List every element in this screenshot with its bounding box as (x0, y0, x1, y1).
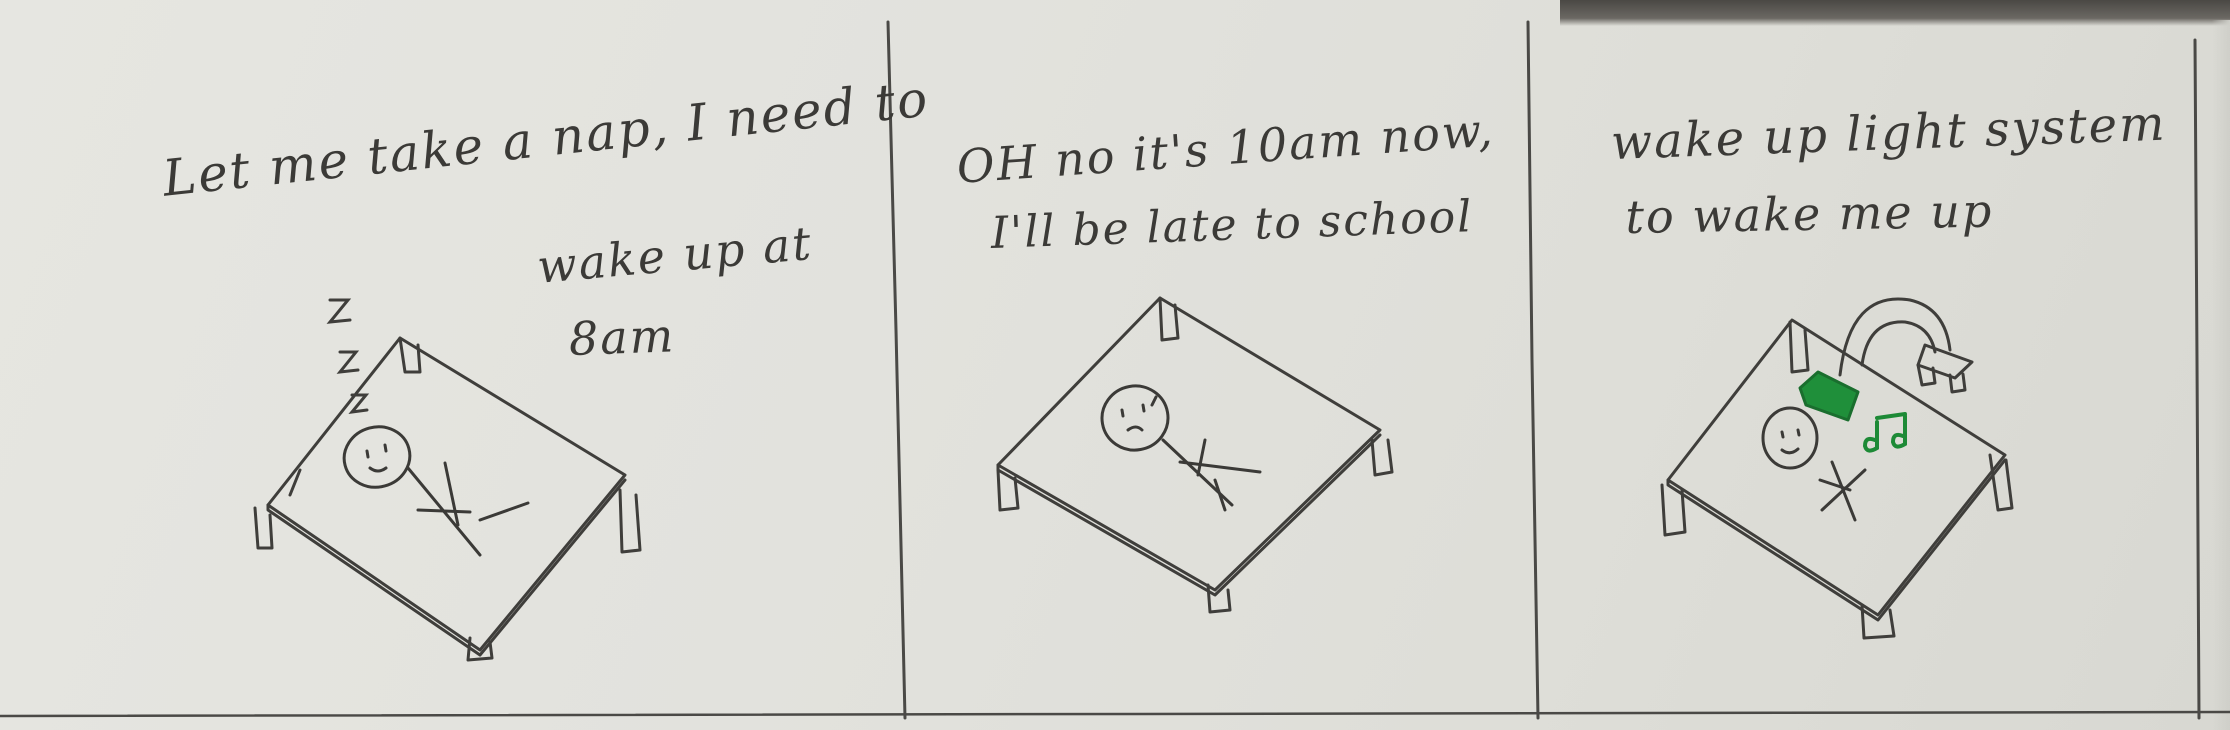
paper-edge (2212, 20, 2230, 730)
panel-divider-3 (2193, 38, 2201, 720)
panel-1-caption-line-3: 8am (568, 308, 677, 366)
panel-3-caption-line-2: to wake me up (1625, 183, 1994, 244)
background-shadow (1560, 0, 2230, 26)
